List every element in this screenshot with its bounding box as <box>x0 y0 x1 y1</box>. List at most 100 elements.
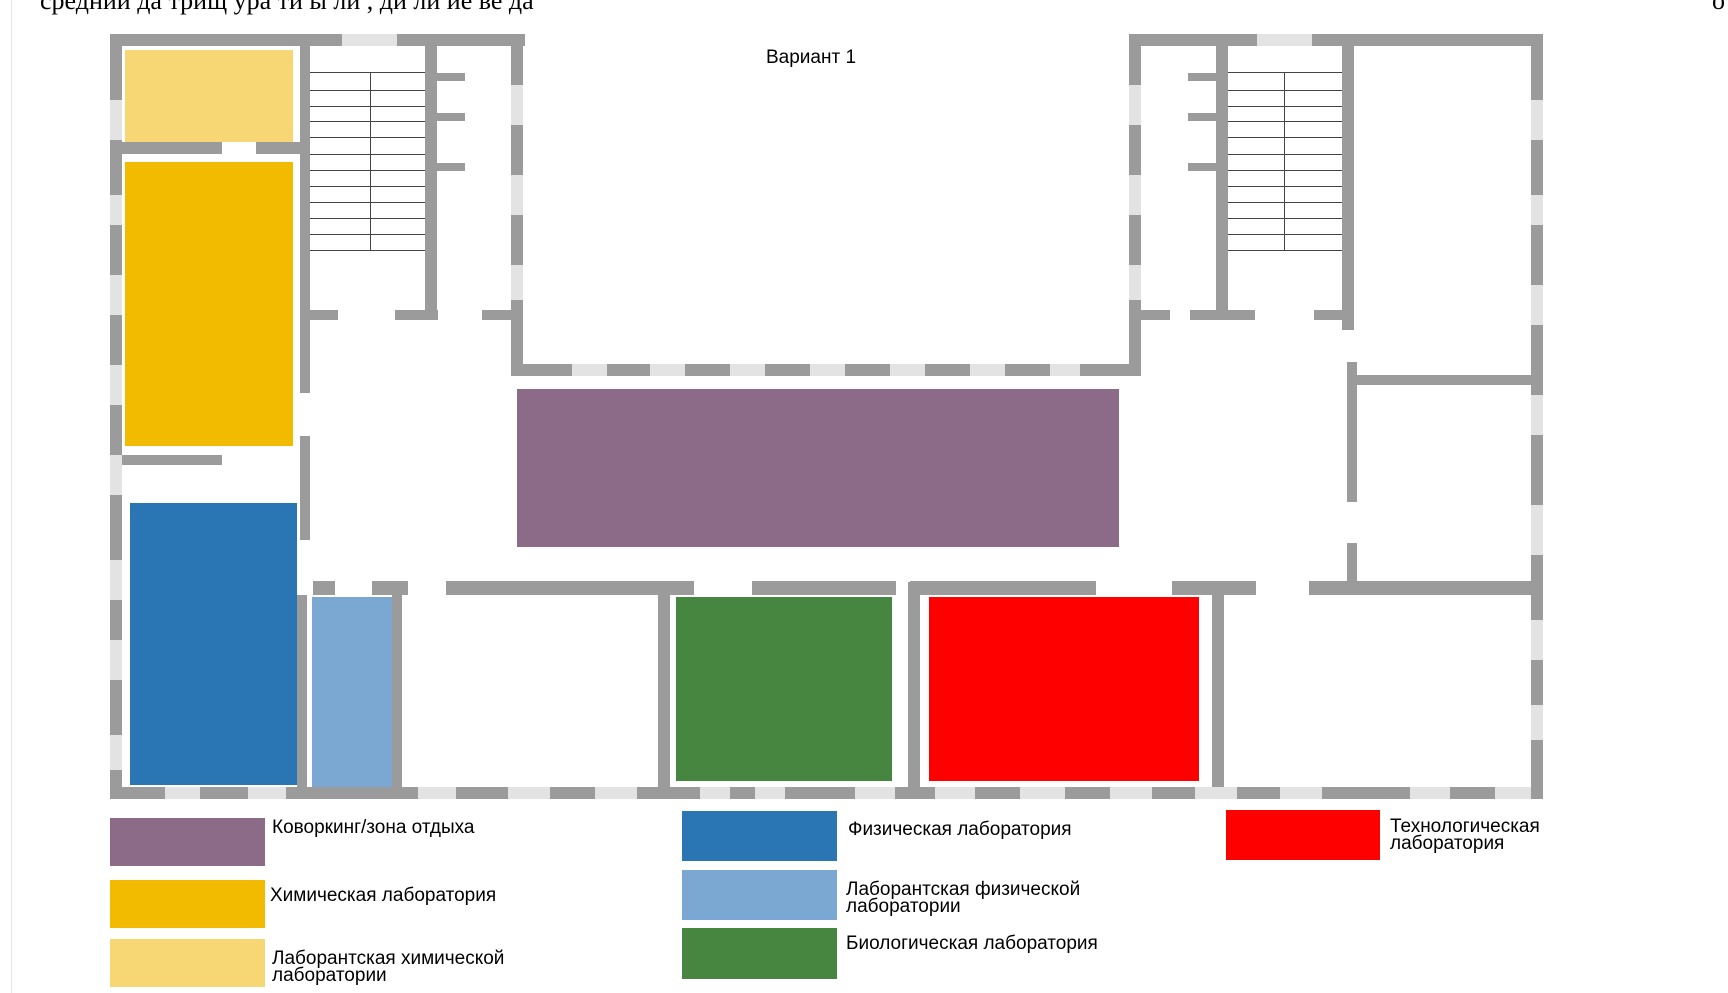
wall <box>310 310 338 320</box>
wall <box>1141 310 1170 320</box>
window <box>511 85 523 125</box>
window <box>1531 705 1543 740</box>
window <box>1531 505 1543 555</box>
window <box>970 364 1005 376</box>
wall <box>482 310 511 320</box>
wall <box>1216 46 1228 316</box>
window <box>1195 787 1237 799</box>
wall <box>446 581 694 595</box>
wall <box>908 582 920 787</box>
legend-swatch-coworking <box>110 818 265 866</box>
wall <box>395 310 438 320</box>
window <box>1110 787 1152 799</box>
wall <box>110 34 525 46</box>
legend-swatch-chem-lab <box>110 880 265 928</box>
legend-label-bio-lab: Биологическая лаборатория <box>846 933 1098 954</box>
cropped-heading-text: средний да трищ ура ти ы ли , ди ли ие в… <box>0 0 1728 18</box>
legend-swatch-tech-lab <box>1226 810 1380 860</box>
wall <box>1347 362 1357 502</box>
room-chem-lab <box>125 162 293 446</box>
room-coworking <box>517 389 1119 547</box>
legend-label-coworking: Коворкинг/зона отдыха <box>272 817 475 838</box>
window <box>110 455 122 495</box>
window <box>1531 620 1543 660</box>
wall <box>1129 34 1543 46</box>
wall <box>1314 310 1348 320</box>
legend-label-chem-assistant: Лаборантская химической лаборатории <box>272 948 505 986</box>
window <box>755 787 785 799</box>
window <box>1050 364 1080 376</box>
window <box>342 34 397 46</box>
legend-label-chem-lab: Химическая лаборатория <box>270 885 497 906</box>
wall <box>110 787 1543 799</box>
window <box>730 364 765 376</box>
window <box>508 787 550 799</box>
wall <box>658 595 670 787</box>
window <box>1495 787 1531 799</box>
window <box>165 787 200 799</box>
window <box>1531 395 1543 435</box>
legend-label-phys-assistant: Лаборантская физической лаборатории <box>846 879 1081 917</box>
plan-title: Вариант 1 <box>766 47 857 68</box>
window <box>110 100 122 140</box>
window <box>700 787 730 799</box>
window <box>935 787 975 799</box>
window <box>110 640 122 680</box>
wall <box>122 142 222 154</box>
wall <box>437 73 465 81</box>
room-phys-lab <box>130 503 297 785</box>
window <box>511 265 523 300</box>
wall <box>1309 581 1531 595</box>
window <box>511 175 523 215</box>
window <box>110 195 122 225</box>
wall <box>300 436 310 540</box>
window <box>1531 100 1543 140</box>
room-tech-lab <box>929 597 1199 781</box>
wall <box>1188 163 1216 171</box>
wall <box>437 163 465 171</box>
legend-label-tech-lab: Технологическая лаборатория <box>1390 816 1540 854</box>
wall <box>372 581 408 595</box>
window <box>1531 195 1543 225</box>
wall <box>110 34 122 799</box>
window <box>1257 34 1312 46</box>
page-edge-line <box>11 0 12 993</box>
window <box>855 787 895 799</box>
cropped-heading-right: о <box>1712 0 1725 15</box>
window <box>1129 85 1141 125</box>
window <box>595 787 637 799</box>
legend-swatch-phys-assistant <box>682 870 837 920</box>
window <box>572 364 607 376</box>
window <box>890 364 925 376</box>
wall <box>300 46 310 393</box>
wall <box>1188 113 1216 121</box>
wall <box>392 595 402 787</box>
wall <box>297 595 307 787</box>
legend-swatch-chem-assistant <box>110 939 265 987</box>
wall <box>1172 581 1256 595</box>
window <box>650 364 685 376</box>
room-bio-lab <box>676 597 892 781</box>
legend-label-phys-lab: Физическая лаборатория <box>848 819 1072 840</box>
cropped-heading-left: средний да трищ ура ти ы ли , ди ли ие в… <box>40 0 534 15</box>
window <box>1129 265 1141 300</box>
window <box>1129 175 1141 215</box>
window <box>248 787 286 799</box>
window <box>1280 787 1322 799</box>
wall <box>437 113 465 121</box>
window <box>418 787 456 799</box>
wall <box>313 581 335 595</box>
window <box>110 275 122 315</box>
legend-swatch-phys-lab <box>682 811 837 861</box>
window <box>110 365 122 405</box>
wall <box>256 142 302 154</box>
window <box>810 364 845 376</box>
window <box>1410 787 1450 799</box>
wall <box>1347 543 1357 583</box>
window <box>1531 285 1543 325</box>
window <box>110 560 122 600</box>
wall <box>752 581 896 595</box>
wall <box>910 581 1096 595</box>
wall <box>1357 375 1531 385</box>
wall <box>122 455 222 465</box>
